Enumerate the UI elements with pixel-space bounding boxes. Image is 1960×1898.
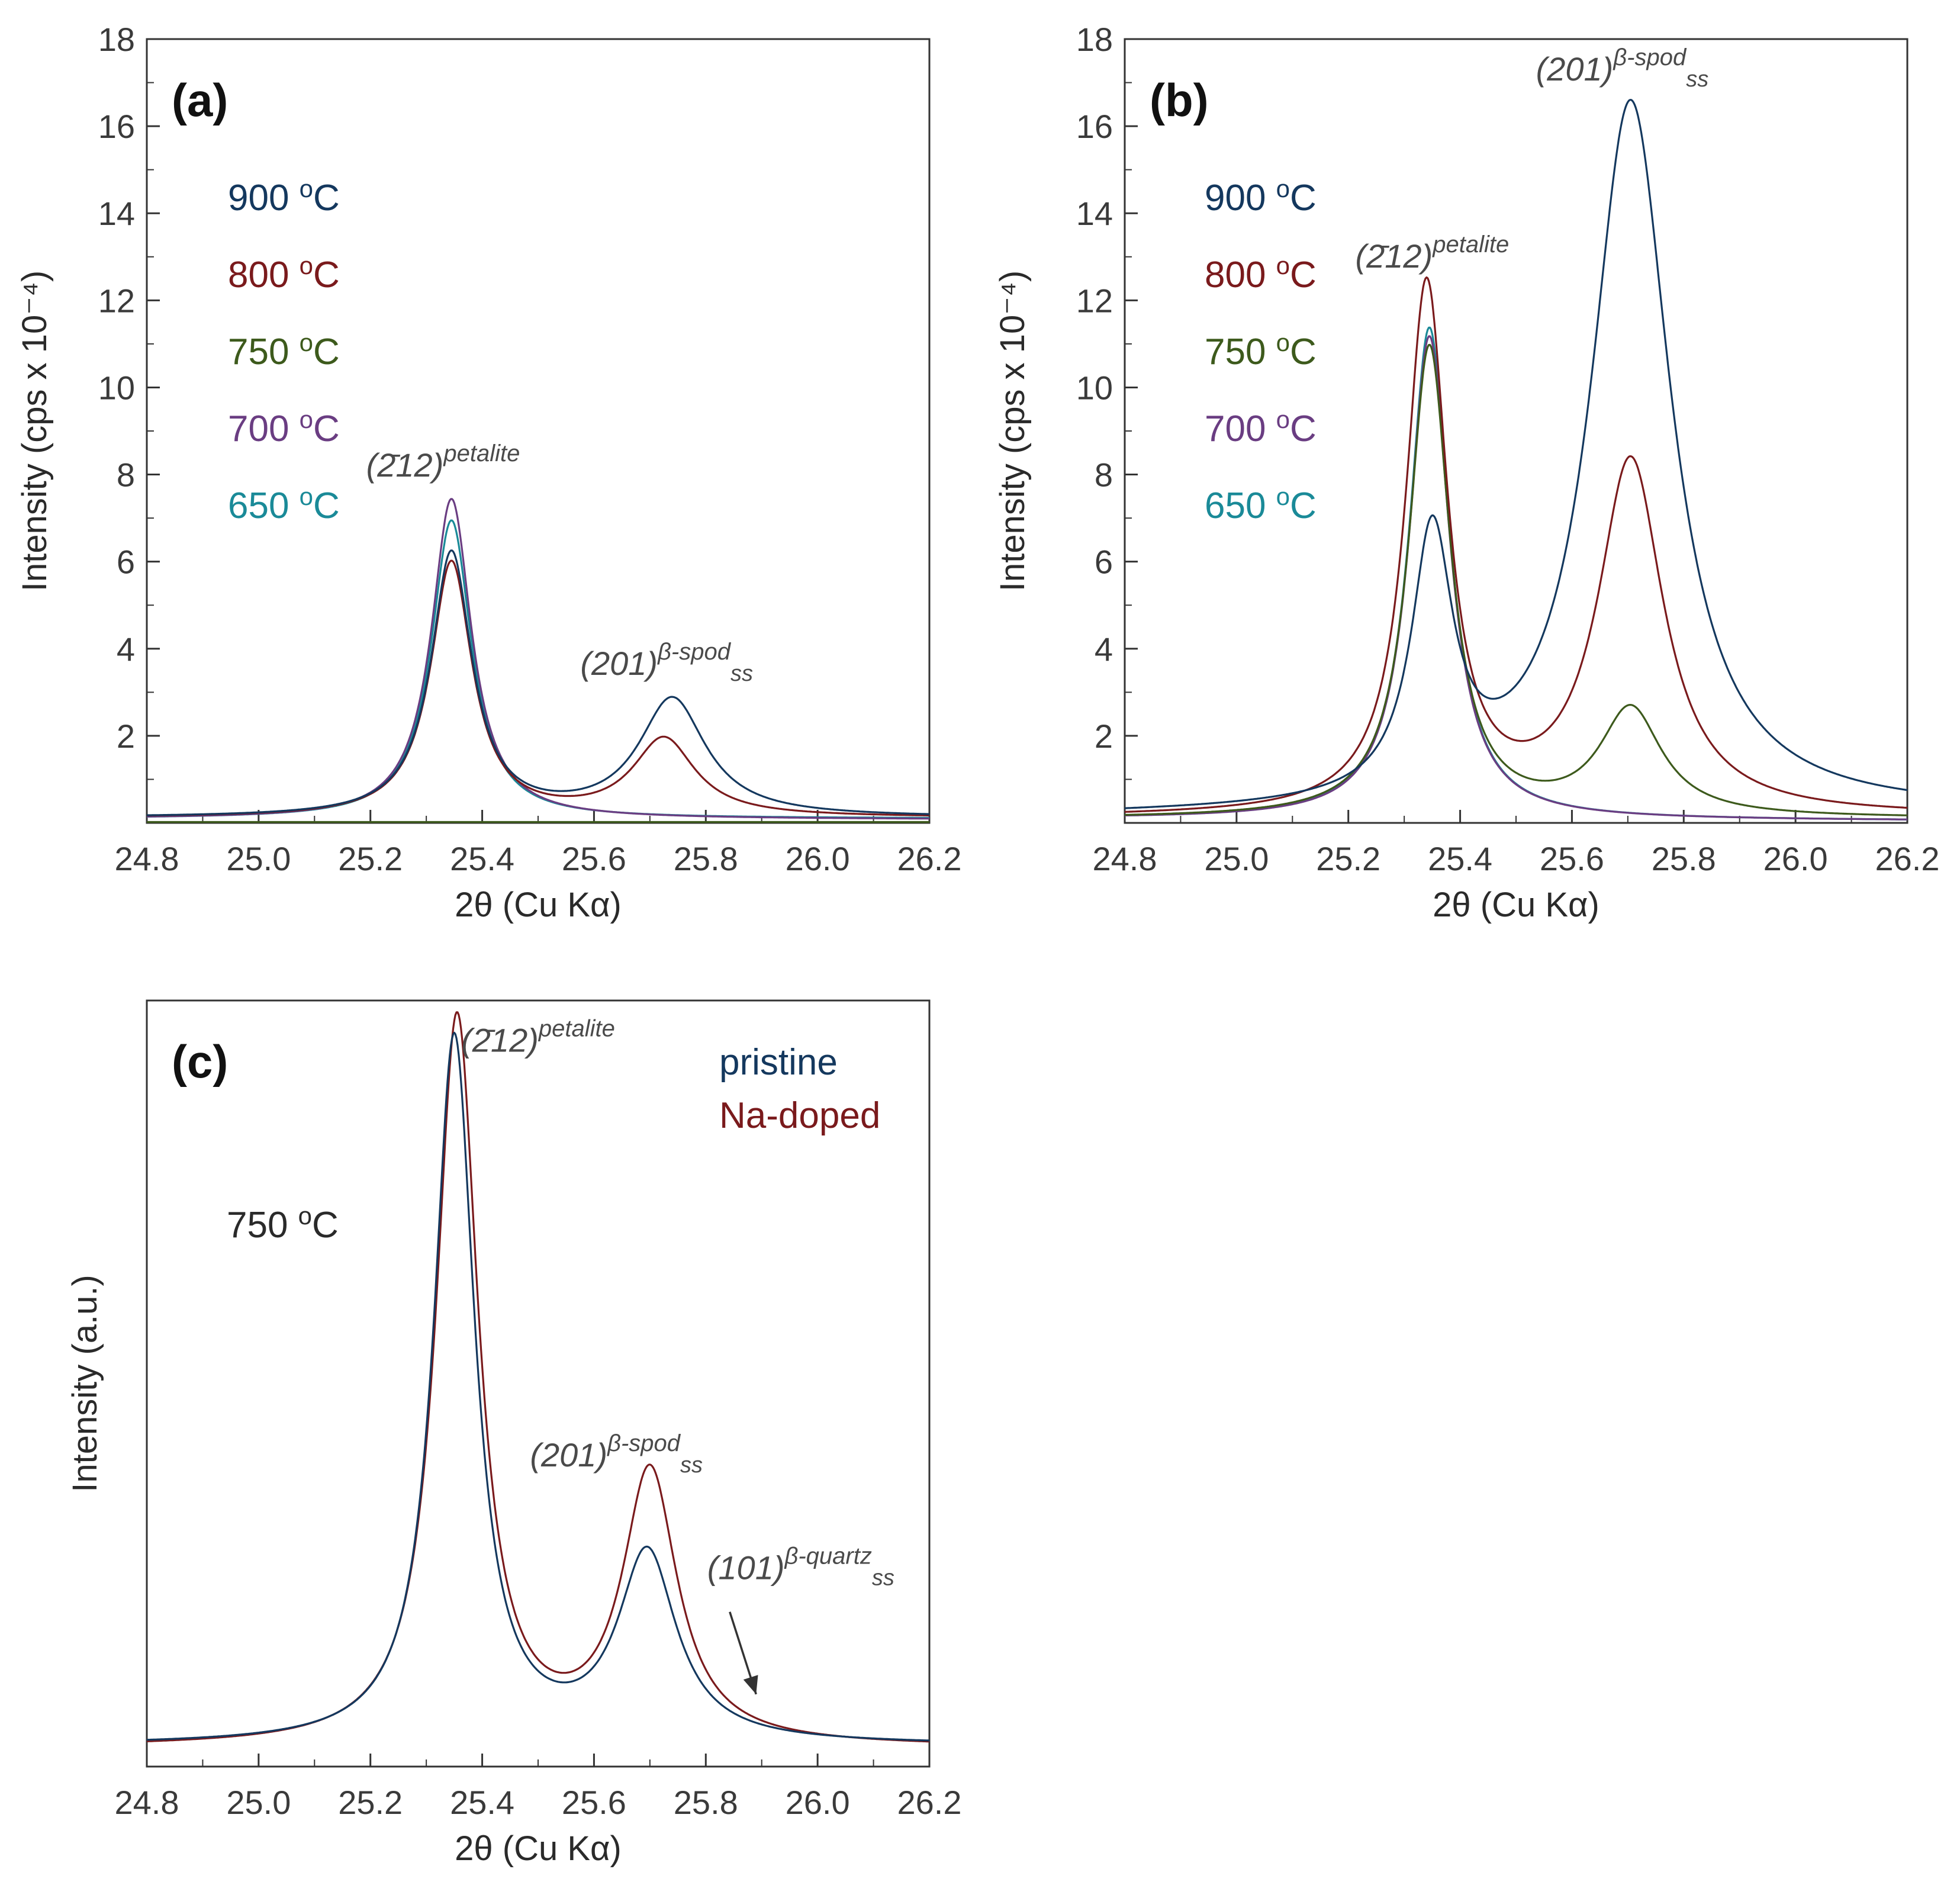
x-tick-label: 25.0 [226,1784,291,1821]
legend-entry: 750 oC [1205,329,1317,372]
x-axis-title: 2θ (Cu Kα) [455,1829,622,1868]
y-tick-label: 10 [98,369,135,406]
x-tick-label: 25.8 [1652,840,1716,877]
series-line-900-c [1124,99,1908,809]
peak-annotation-spod: (201)β-spodss [1536,44,1709,92]
legend-entry: 800 oC [1205,252,1317,295]
y-tick-label: 6 [1095,543,1113,581]
x-tick-label: 25.0 [226,840,291,877]
y-tick-label: 12 [1076,282,1113,319]
chart-panel-a: 24.8 25.0 25.2 25.4 25.6 25.8 26.0 26.2 2 4 6 8 10 12… [15,21,962,924]
series-line-pristine [146,1031,929,1742]
legend-entry: pristine [719,1042,838,1083]
panel-label: (a) [172,74,228,126]
x-tick-label: 25.4 [450,1784,514,1821]
y-tick-label: 8 [1095,456,1113,494]
y-tick-label: 2 [117,718,135,755]
y-tick-label: 14 [98,195,135,232]
y-axis-title: Intensity (cps x 10⁻⁴) [15,271,54,591]
x-tick-label: 26.2 [897,840,962,877]
y-tick-label: 16 [1076,108,1113,145]
x-tick-label: 25.4 [450,840,514,877]
legend-entry: 700 oC [1205,406,1317,449]
y-tick-label: 18 [1076,21,1113,58]
y-axis-title: Intensity (a.u.) [66,1275,104,1492]
peak-annotation-petalite: (2̄12)petalite [1355,231,1509,275]
x-tick-label: 26.2 [1875,840,1940,877]
temperature-label: 750 oC [227,1202,339,1246]
x-tick-label: 25.2 [338,840,403,877]
legend-entry: 750 oC [228,329,340,372]
legend-entry: 700 oC [228,406,340,449]
x-tick-label: 25.2 [338,1784,403,1821]
x-tick-label: 26.0 [1763,840,1828,877]
x-tick-label: 26.0 [786,840,850,877]
legend-entry: Na-doped [719,1095,880,1136]
series-line-700-c [147,498,929,820]
y-tick-label: 12 [98,282,135,319]
legend-entry: 650 oC [228,482,340,526]
x-tick-label: 26.0 [786,1784,850,1821]
x-tick-label: 24.8 [1093,840,1157,877]
chart-panel-b: 24.8 25.0 25.2 25.4 25.6 25.8 26.0 26.2 2 4 6 8 10 12… [993,21,1940,924]
y-tick-label: 14 [1076,195,1113,232]
x-tick-label: 26.2 [897,1784,962,1821]
series-line-900-c [146,549,929,816]
peak-annotation-petalite: (2̄12)petalite [366,440,520,484]
x-axis-title: 2θ (Cu Kα) [455,886,622,924]
x-tick-label: 24.8 [115,840,179,877]
legend-entry: 900 oC [1205,175,1317,218]
x-tick-label: 24.8 [115,1784,179,1821]
x-axis-title: 2θ (Cu Kα) [1433,886,1599,924]
x-tick-label: 25.6 [562,840,626,877]
peak-annotation-petalite: (2̄12)petalite [461,1015,615,1059]
y-tick-label: 16 [98,108,135,145]
series-line-650-c [146,519,929,819]
legend-entry: 650 oC [1205,482,1317,526]
x-tick-label: 25.2 [1316,840,1380,877]
y-tick-label: 4 [117,630,135,668]
x-tick-label: 25.0 [1204,840,1269,877]
panel-label: (c) [172,1035,228,1088]
series-line-750-c [1125,343,1908,816]
x-tick-label: 25.6 [1540,840,1604,877]
y-axis-title: Intensity (cps x 10⁻⁴) [993,271,1032,591]
peak-annotation-spod: (201)β-spodss [530,1430,703,1478]
series-line-700-c [1124,335,1907,821]
x-tick-label: 25.4 [1428,840,1492,877]
y-tick-label: 18 [98,21,135,58]
peak-annotation-quartz: (101)β-quartzss [707,1543,894,1591]
y-tick-label: 8 [117,456,135,494]
y-tick-label: 2 [1095,718,1113,755]
legend-entry: 900 oC [228,175,340,218]
x-tick-label: 25.6 [562,1784,626,1821]
y-tick-label: 10 [1076,369,1113,406]
y-tick-label: 4 [1095,630,1113,668]
x-tick-label: 25.8 [674,840,738,877]
annotation-arrow-head [743,1675,758,1694]
series-line-650-c [1125,326,1907,821]
peak-annotation-spod: (201)β-spodss [580,639,753,686]
chart-panel-c: 24.8 25.0 25.2 25.4 25.6 25.8 26.0 26.2 2θ (Cu K… [66,999,962,1868]
panel-label: (b) [1150,74,1209,126]
series-line-800-c [1124,276,1908,813]
y-tick-label: 6 [117,543,135,581]
series-line-800-c [146,559,929,817]
legend-entry: 800 oC [228,252,340,295]
x-tick-label: 25.8 [674,1784,738,1821]
